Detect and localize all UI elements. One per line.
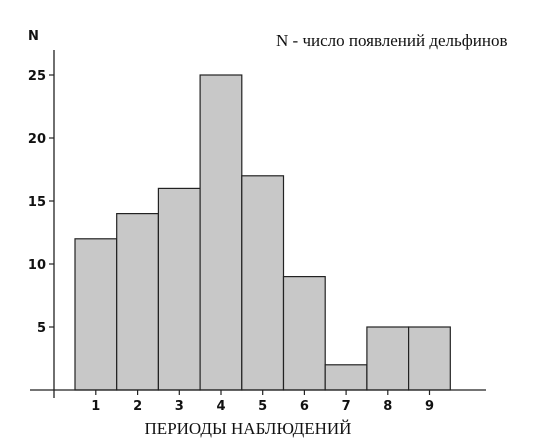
y-tick-label: 20 [28, 132, 46, 147]
y-tick-label: 5 [37, 321, 46, 336]
x-tick-label: 2 [133, 399, 142, 414]
bar-1 [74, 238, 118, 391]
bar-8 [366, 326, 410, 391]
x-tick-label: 7 [342, 399, 351, 414]
x-tick-label: 4 [216, 399, 225, 414]
x-tick-label: 5 [258, 399, 267, 414]
bar-6 [282, 276, 326, 391]
x-axis-title: ПЕРИОДЫ НАБЛЮДЕНИЙ [145, 419, 352, 438]
y-tick-label: 15 [28, 195, 46, 210]
x-tick-label: 9 [425, 399, 434, 414]
x-tick-label: 1 [91, 399, 100, 414]
x-tick-label: 6 [300, 399, 309, 414]
axes [30, 50, 486, 398]
bar-3 [157, 187, 201, 391]
y-tick-label: 10 [28, 258, 46, 273]
y-tick-label: 25 [28, 69, 46, 84]
bars [74, 74, 451, 391]
bar-9 [408, 326, 451, 391]
x-tick-label: 8 [383, 399, 392, 414]
bar-2 [116, 213, 159, 391]
chart-annotation: N - число появлений дельфинов [276, 31, 508, 50]
y-ticks: 5 10 15 20 25 [28, 69, 54, 336]
bar-4 [199, 74, 243, 391]
bar-7 [324, 364, 368, 391]
y-axis-title: N [28, 29, 39, 44]
x-ticks: 1 2 3 4 5 6 7 8 9 [91, 390, 434, 414]
x-tick-label: 3 [175, 399, 184, 414]
bar-5 [241, 175, 285, 391]
